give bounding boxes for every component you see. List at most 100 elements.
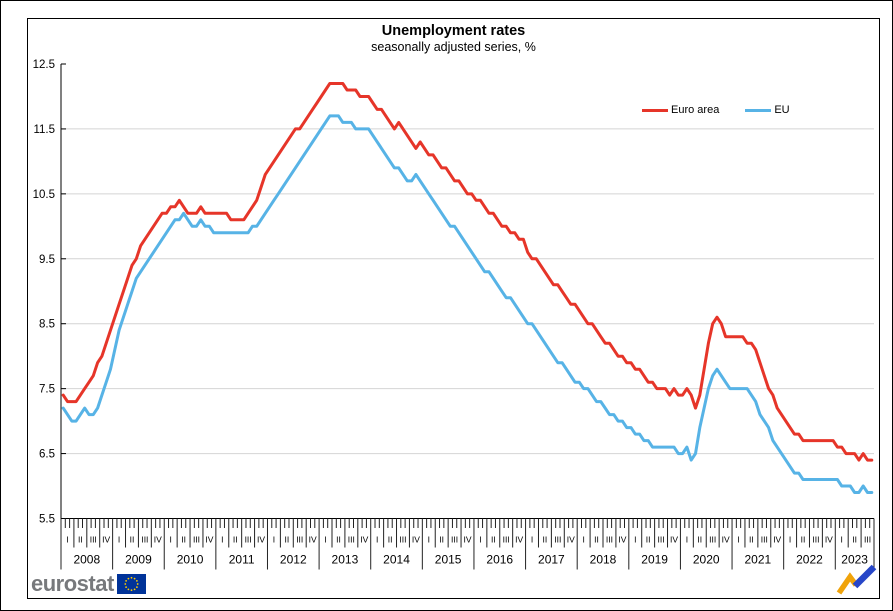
year-label: 2020 bbox=[693, 553, 720, 567]
y-tick-label: 12.5 bbox=[33, 59, 55, 71]
quarter-label: I bbox=[737, 535, 739, 545]
y-tick-label: 5.5 bbox=[39, 514, 55, 526]
quarter-label: I bbox=[324, 535, 326, 545]
year-label: 2010 bbox=[177, 553, 204, 567]
legend: Euro area EU bbox=[642, 104, 790, 116]
quarter-label: I bbox=[428, 535, 430, 545]
quarter-label: III bbox=[709, 535, 716, 545]
quarter-label: IV bbox=[309, 535, 317, 545]
quarter-label: II bbox=[543, 535, 548, 545]
flag-star bbox=[130, 589, 133, 592]
eurostat-logo-text: eurostat bbox=[31, 571, 114, 596]
year-label: 2015 bbox=[435, 553, 462, 567]
year-label: 2012 bbox=[280, 553, 307, 567]
quarter-label: III bbox=[812, 535, 819, 545]
euro-area-line-swatch bbox=[642, 108, 668, 112]
year-label: 2014 bbox=[383, 553, 410, 567]
y-tick-label: 10.5 bbox=[33, 189, 55, 201]
quarter-label: II bbox=[646, 535, 651, 545]
year-label: 2023 bbox=[841, 553, 868, 567]
quarter-label: III bbox=[296, 535, 303, 545]
year-label: 2022 bbox=[796, 553, 823, 567]
quarter-label: III bbox=[245, 535, 252, 545]
eu-line-swatch bbox=[745, 108, 772, 112]
quarter-label: II bbox=[388, 535, 393, 545]
quarter-label: I bbox=[789, 535, 791, 545]
y-tick-label: 7.5 bbox=[39, 384, 55, 396]
quarter-label: II bbox=[181, 535, 186, 545]
quarter-label: I bbox=[686, 535, 688, 545]
year-label: 2019 bbox=[641, 553, 668, 567]
y-tick-label: 6.5 bbox=[39, 449, 55, 461]
year-label: 2018 bbox=[590, 553, 617, 567]
year-label: 2008 bbox=[73, 553, 100, 567]
flag-star bbox=[135, 580, 138, 582]
quarter-label: IV bbox=[722, 535, 730, 545]
quarter-label: IV bbox=[102, 535, 110, 545]
eurostat-logo: eurostat bbox=[31, 571, 146, 597]
quarter-label: II bbox=[78, 535, 83, 545]
legend-label-eu: EU bbox=[774, 104, 790, 116]
quarter-label: I bbox=[479, 535, 481, 545]
quarter-label: IV bbox=[567, 535, 575, 545]
quarter-label: III bbox=[606, 535, 613, 545]
flag-star bbox=[127, 577, 130, 580]
chart-frame bbox=[27, 18, 880, 599]
flag-star bbox=[124, 583, 126, 585]
quarter-label: III bbox=[761, 535, 768, 545]
flag-star bbox=[136, 583, 139, 585]
quarter-label: II bbox=[233, 535, 238, 545]
quarter-label: III bbox=[503, 535, 510, 545]
quarter-label: IV bbox=[154, 535, 162, 545]
y-tick-label: 11.5 bbox=[33, 124, 55, 136]
quarter-label: II bbox=[852, 535, 857, 545]
year-label: 2013 bbox=[332, 553, 359, 567]
quarter-label: II bbox=[336, 535, 341, 545]
flag-star bbox=[133, 588, 136, 591]
year-label: 2011 bbox=[229, 553, 255, 567]
flag-star bbox=[133, 577, 136, 580]
quarter-label: I bbox=[221, 535, 223, 545]
eu-flag-icon bbox=[116, 574, 146, 594]
quarter-label: III bbox=[90, 535, 97, 545]
quarter-label: II bbox=[284, 535, 289, 545]
quarter-label: III bbox=[864, 535, 871, 545]
quarter-label: I bbox=[841, 535, 843, 545]
quarter-label: II bbox=[130, 535, 135, 545]
quarter-label: III bbox=[141, 535, 148, 545]
flag-star bbox=[127, 588, 130, 591]
quarter-label: II bbox=[594, 535, 599, 545]
quarter-label: IV bbox=[618, 535, 626, 545]
quarter-label: I bbox=[273, 535, 275, 545]
quarter-label: IV bbox=[773, 535, 781, 545]
quarter-label: I bbox=[118, 535, 120, 545]
quarter-label: I bbox=[634, 535, 636, 545]
quarter-label: III bbox=[348, 535, 355, 545]
quarter-label: I bbox=[66, 535, 68, 545]
flag-star bbox=[130, 576, 133, 579]
year-label: 2009 bbox=[125, 553, 152, 567]
quarter-label: III bbox=[554, 535, 561, 545]
year-label: 2017 bbox=[538, 553, 565, 567]
quarter-label: III bbox=[193, 535, 200, 545]
legend-item-euro-area: Euro area bbox=[642, 104, 719, 116]
quarter-label: IV bbox=[825, 535, 833, 545]
quarter-label: I bbox=[376, 535, 378, 545]
quarter-label: I bbox=[582, 535, 584, 545]
quarter-label: I bbox=[531, 535, 533, 545]
quarter-label: IV bbox=[360, 535, 368, 545]
quarter-label: II bbox=[697, 535, 702, 545]
quarter-label: III bbox=[658, 535, 665, 545]
quarter-label: IV bbox=[670, 535, 678, 545]
trend-chart-icon bbox=[836, 564, 877, 595]
quarter-label: IV bbox=[205, 535, 213, 545]
quarter-label: II bbox=[749, 535, 754, 545]
quarter-label: I bbox=[170, 535, 172, 545]
quarter-label: II bbox=[439, 535, 444, 545]
quarter-label: IV bbox=[515, 535, 523, 545]
quarter-label: IV bbox=[412, 535, 420, 545]
quarter-label: III bbox=[451, 535, 458, 545]
flag-star bbox=[124, 580, 127, 582]
